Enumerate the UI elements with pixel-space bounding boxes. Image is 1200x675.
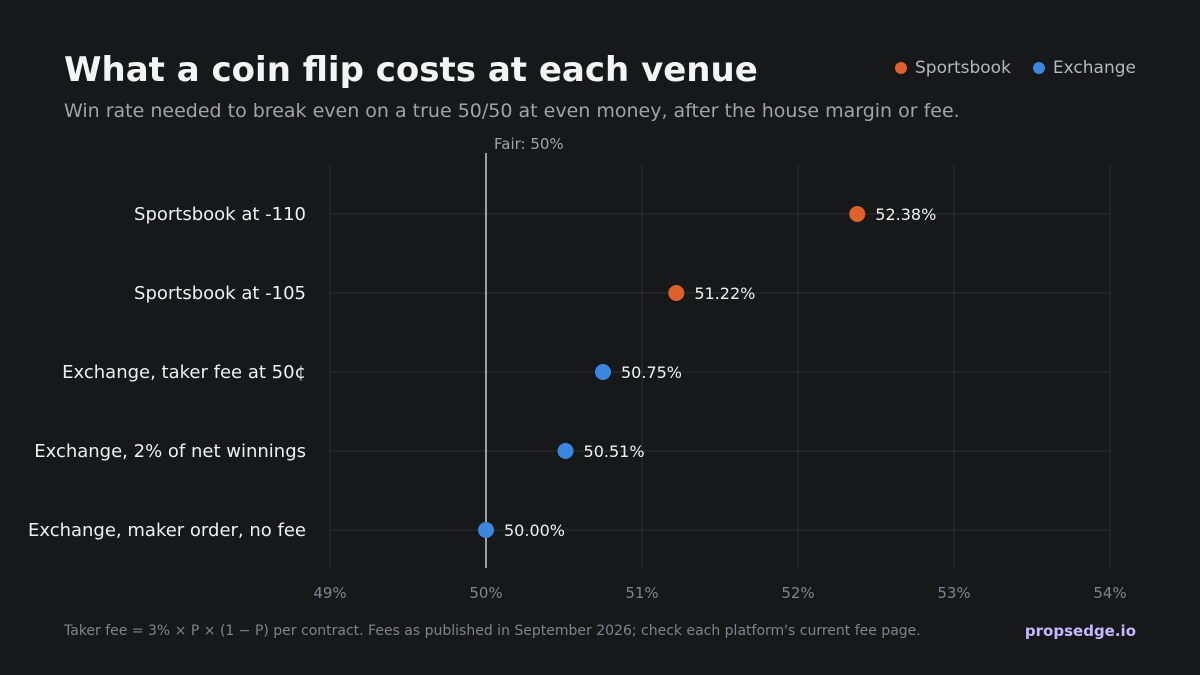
x-tick-label: 50% bbox=[469, 584, 502, 602]
brand-link[interactable]: propsedge.io bbox=[1024, 622, 1136, 640]
legend-label-exchange: Exchange bbox=[1052, 58, 1136, 78]
data-point bbox=[849, 206, 866, 222]
category-label: Exchange, 2% of net winnings bbox=[34, 441, 306, 462]
data-label: 50.51% bbox=[584, 442, 645, 461]
x-tick-label: 49% bbox=[313, 584, 346, 602]
data-point bbox=[595, 364, 611, 380]
chart-title: What a coin flip costs at each venue bbox=[64, 50, 758, 90]
data-label: 52.38% bbox=[875, 205, 936, 224]
legend-dot-exchange bbox=[1032, 62, 1045, 74]
data-label: 51.22% bbox=[694, 284, 755, 303]
category-label: Sportsbook at -105 bbox=[134, 283, 306, 304]
legend-label-sportsbook: Sportsbook bbox=[914, 58, 1011, 78]
legend-dot-sportsbook bbox=[894, 62, 907, 74]
x-tick-label: 51% bbox=[625, 584, 658, 602]
category-label: Exchange, maker order, no fee bbox=[28, 520, 306, 541]
data-point bbox=[668, 285, 685, 301]
x-tick-label: 52% bbox=[781, 584, 814, 602]
data-point bbox=[557, 443, 574, 459]
legend: Sportsbook Exchange bbox=[894, 58, 1136, 78]
chart-subtitle: Win rate needed to break even on a true … bbox=[64, 100, 960, 122]
data-point bbox=[478, 522, 494, 538]
data-label: 50.00% bbox=[504, 521, 565, 540]
x-tick-label: 54% bbox=[1093, 584, 1126, 602]
legend-item-exchange: Exchange bbox=[1032, 58, 1136, 78]
category-label: Exchange, taker fee at 50¢ bbox=[62, 362, 306, 383]
data-label: 50.75% bbox=[621, 363, 682, 382]
fair-reference-label: Fair: 50% bbox=[494, 135, 564, 153]
category-label: Sportsbook at -110 bbox=[134, 204, 306, 225]
footnote: Taker fee = 3% × P × (1 − P) per contrac… bbox=[64, 623, 921, 639]
legend-item-sportsbook: Sportsbook bbox=[894, 58, 1011, 78]
x-tick-label: 53% bbox=[937, 584, 970, 602]
